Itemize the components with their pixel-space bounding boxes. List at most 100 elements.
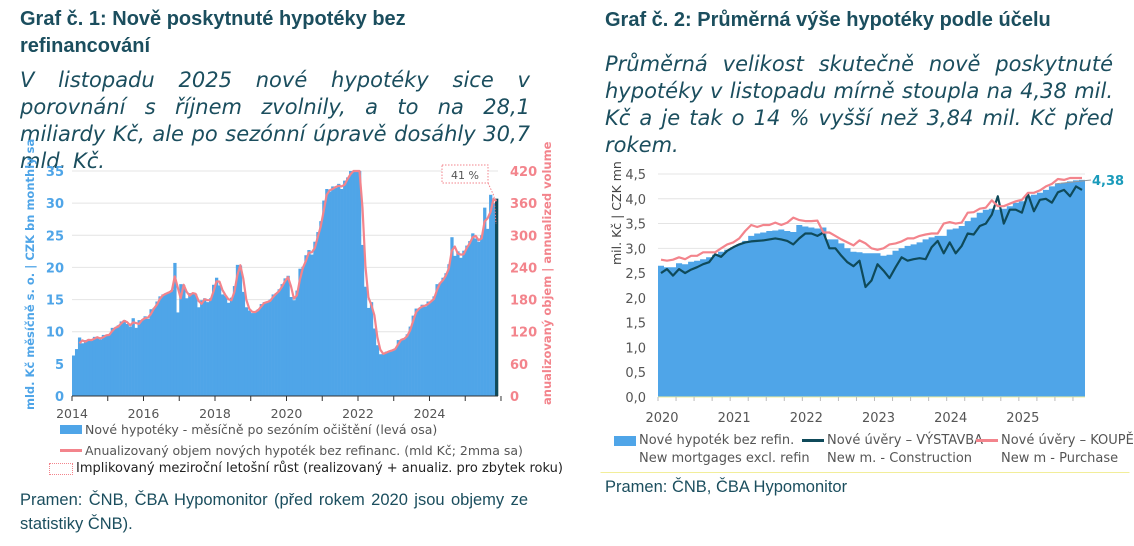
bar (176, 312, 180, 396)
bar (429, 301, 433, 396)
bar (375, 345, 380, 396)
bar (140, 320, 144, 396)
bar (301, 266, 305, 396)
legend-line: Anualizovaný objem nových hypoték bez re… (60, 443, 523, 458)
bar (411, 315, 415, 396)
bar (402, 338, 406, 396)
bar (179, 284, 183, 396)
bar (405, 334, 409, 396)
y-tick-label: 5 (55, 358, 64, 373)
bar (462, 250, 466, 396)
bar (453, 255, 457, 396)
y2-tick-label: 120 (510, 326, 537, 341)
bar (304, 255, 308, 396)
bar (298, 268, 302, 396)
graf1-lead: V listopadu 2025 nové hypotéky sice v po… (20, 68, 530, 173)
legend-label: Nové hypotéky - měsíčně po sezóním očišt… (85, 422, 438, 437)
y2-tick-label: 60 (510, 358, 528, 373)
x-tick-label: 2025 (1006, 411, 1039, 426)
legend-label-en: New mortgages excl. refin (639, 451, 810, 466)
bar (381, 353, 386, 396)
bar (435, 284, 439, 396)
y-tick-label: 2,5 (625, 267, 646, 282)
graf1-source: Pramen: ČNB, ČBA Hypomonitor (před rokem… (20, 491, 528, 533)
bar (319, 221, 323, 396)
y-tick-label: 0,0 (625, 391, 646, 406)
bar (322, 200, 326, 396)
bar (450, 237, 454, 396)
legend-label-cz: Nové úvěry – KOUPĚ (1001, 433, 1134, 448)
bar (393, 348, 398, 396)
bar (116, 325, 120, 396)
y-tick-label: 15 (46, 294, 64, 309)
bar (134, 327, 138, 396)
bar (495, 198, 499, 396)
x-tick-label: 2022 (342, 406, 374, 421)
bar (387, 351, 392, 396)
bar (188, 293, 192, 396)
bar (492, 203, 496, 396)
y-tick-label: 4,5 (625, 168, 646, 183)
legend-label: Implikovaný meziroční letošní růst (real… (76, 461, 563, 476)
last-value-label: 4,38 (1092, 174, 1124, 189)
annualized-line (78, 169, 498, 355)
y-tick-label: 35 (46, 165, 64, 180)
y-axis-title: mil. Kč | CZK mn (609, 161, 624, 265)
bar (173, 262, 177, 396)
y2-tick-label: 180 (510, 294, 537, 309)
bar (238, 265, 243, 396)
bar (119, 321, 123, 396)
bar (223, 295, 228, 396)
bar (182, 285, 186, 396)
bar (486, 228, 490, 396)
bar (92, 336, 97, 396)
bar (280, 284, 284, 396)
area-new-mortgages (658, 179, 1085, 397)
legend-label-en: New m - Purchase (1001, 451, 1119, 466)
bar (289, 297, 293, 396)
bar (328, 191, 332, 396)
x-tick-label: 2020 (645, 411, 678, 426)
bar (232, 286, 237, 396)
bar (206, 302, 210, 396)
bar (474, 238, 478, 396)
bar (104, 335, 109, 396)
legend-bars: Nové hypotéky - měsíčně po sezóním očišt… (60, 422, 437, 437)
bar (480, 235, 484, 396)
chart-1: 0 0 5 60 10 120 15 180 20 240 25 300 30 360 35 420 2014 2… (23, 139, 554, 421)
bar (89, 340, 94, 396)
bar (170, 289, 174, 396)
bar (414, 308, 418, 396)
bar (366, 307, 371, 396)
legend-implied: Implikovaný meziroční letošní růst (real… (49, 461, 563, 476)
bar (426, 301, 430, 396)
x-tick-label: 2024 (934, 411, 967, 426)
purchase-line (660, 176, 1082, 262)
bar (244, 307, 249, 396)
y2-tick-label: 420 (510, 165, 537, 180)
y2-tick-label: 300 (510, 229, 537, 244)
bar (417, 308, 421, 396)
bar (101, 334, 106, 396)
bar (363, 286, 368, 396)
bar (107, 334, 112, 396)
x-tick-label: 2023 (862, 411, 895, 426)
bar (214, 277, 219, 396)
bar (122, 320, 126, 396)
legend-construction: Nové úvěry – VÝSTAVBA New m. - Constructi… (802, 432, 983, 468)
bar (313, 241, 317, 396)
bar (80, 343, 85, 396)
bar (212, 284, 216, 396)
bar (459, 257, 463, 396)
y-tick-label: 10 (46, 326, 64, 341)
bar (274, 293, 278, 396)
bar (194, 294, 198, 396)
graf2-lead: Průměrná velikost skutečně nově poskytnu… (605, 52, 1113, 157)
bar (197, 307, 201, 396)
bar (268, 299, 272, 396)
x-tick-label: 2016 (128, 406, 160, 421)
bar (155, 301, 159, 396)
bar (125, 324, 129, 396)
bar (334, 187, 338, 396)
bar (441, 277, 445, 396)
